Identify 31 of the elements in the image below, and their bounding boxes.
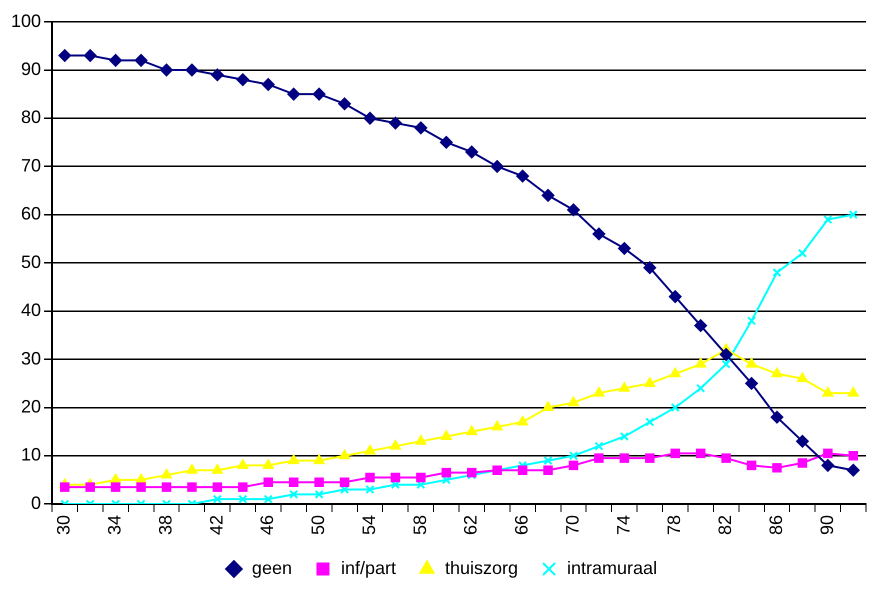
- x-tick-label: 50: [308, 514, 328, 536]
- y-tick-label: 70: [21, 155, 42, 176]
- y-tick-label: 50: [21, 252, 42, 272]
- y-tick-label: 100: [10, 10, 42, 31]
- legend-label: intramuraal: [567, 558, 658, 578]
- y-tick-label: 30: [21, 348, 42, 368]
- x-tick-label: 74: [613, 514, 634, 536]
- x-tick-label: 62: [460, 514, 481, 536]
- legend-label: geen: [252, 558, 292, 578]
- y-tick-label: 80: [21, 107, 42, 128]
- y-tick-label: 90: [21, 58, 42, 79]
- y-tick-label: 20: [21, 396, 42, 417]
- x-tick-label: 34: [104, 514, 125, 536]
- y-tick-label: 60: [21, 204, 42, 224]
- x-tick-label: 70: [562, 514, 582, 536]
- x-tick-label: 90: [816, 514, 837, 536]
- x-tick-label: 86: [766, 514, 786, 536]
- x-tick-label: 46: [257, 514, 278, 536]
- x-tick-label: 30: [54, 514, 74, 536]
- x-tick-label: 66: [512, 514, 532, 536]
- x-tick-label: 38: [155, 514, 176, 536]
- x-tick-label: 58: [410, 514, 430, 536]
- x-tick-label: 54: [358, 514, 379, 536]
- legend-label: thuiszorg: [445, 558, 518, 578]
- x-tick-label: 82: [715, 514, 736, 536]
- y-tick-label: 40: [21, 300, 42, 320]
- x-tick-label: 42: [206, 514, 226, 536]
- y-tick-label: 10: [21, 444, 42, 465]
- x-tick-label: 78: [664, 514, 684, 536]
- legend-label: inf/part: [340, 558, 396, 578]
- y-tick-label: 0: [31, 492, 42, 513]
